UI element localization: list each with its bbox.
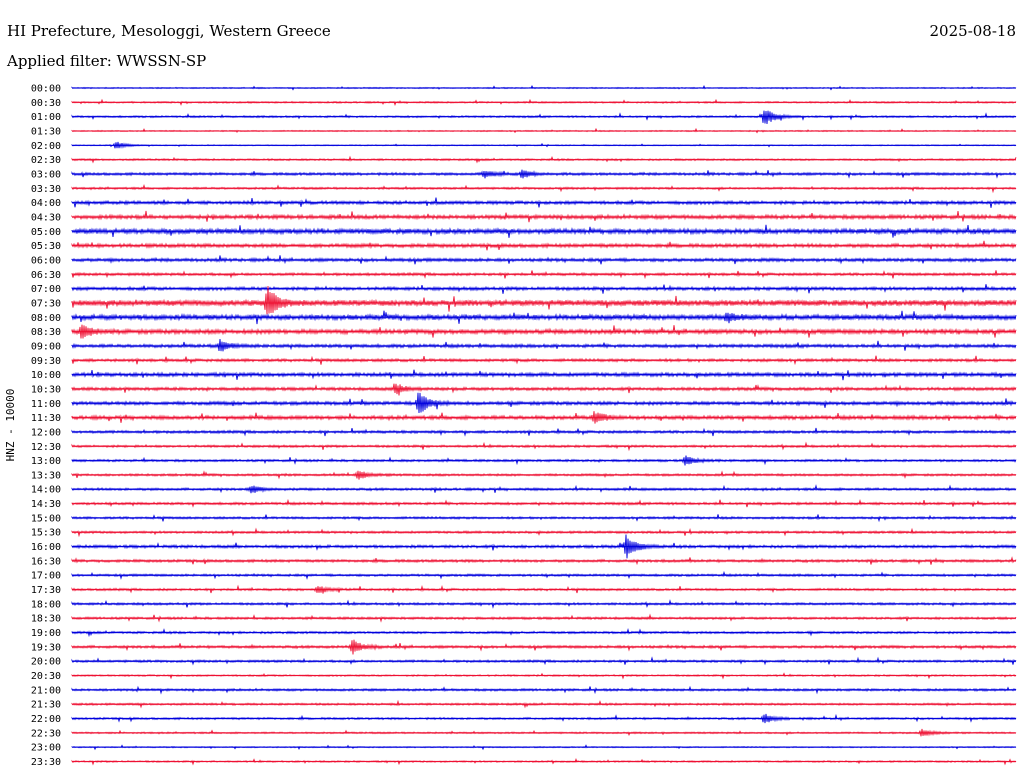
time-tick-label: 00:00 [31, 84, 61, 95]
time-tick-label: 08:30 [31, 327, 61, 338]
time-tick-label: 06:30 [31, 270, 61, 281]
time-tick-label: 19:00 [31, 628, 61, 639]
time-tick-label: 19:30 [31, 642, 61, 653]
trace-row-0100 [71, 110, 1017, 125]
time-tick-label: 15:00 [31, 513, 61, 524]
time-tick-label: 04:30 [31, 212, 61, 223]
time-tick-label: 16:00 [31, 542, 61, 553]
trace-row-0900 [71, 339, 1017, 352]
time-tick-label: 13:30 [31, 470, 61, 481]
time-tick-label: 12:00 [31, 427, 61, 438]
time-tick-label: 18:30 [31, 614, 61, 625]
time-tick-label: 02:30 [31, 155, 61, 166]
time-tick-label: 22:30 [31, 728, 61, 739]
time-tick-label: 16:30 [31, 556, 61, 567]
time-tick-label: 12:30 [31, 442, 61, 453]
time-tick-label: 03:00 [31, 169, 61, 180]
time-tick-label: 14:00 [31, 485, 61, 496]
channel-label: HNZ - 10000 [4, 389, 17, 462]
filter-label: Applied filter: WWSSN-SP [6, 52, 206, 70]
time-tick-label: 01:30 [31, 126, 61, 137]
time-tick-label: 06:00 [31, 255, 61, 266]
time-tick-label: 23:00 [31, 743, 61, 754]
time-tick-label: 20:00 [31, 657, 61, 668]
time-tick-label: 20:30 [31, 671, 61, 682]
time-tick-label: 17:00 [31, 571, 61, 582]
time-tick-label: 05:00 [31, 227, 61, 238]
time-tick-label: 21:00 [31, 685, 61, 696]
time-tick-label: 09:30 [31, 356, 61, 367]
time-tick-label: 18:00 [31, 599, 61, 610]
trace-row-1030 [71, 383, 1017, 396]
time-tick-label: 21:30 [31, 700, 61, 711]
time-tick-label: 01:00 [31, 112, 61, 123]
time-tick-label: 00:30 [31, 98, 61, 109]
trace-row-0730 [71, 285, 1017, 315]
time-tick-labels: 00:00 00:30 01:00 01:30 02:00 02:30 03:00 03:30… [31, 84, 61, 769]
time-tick-label: 08:00 [31, 313, 61, 324]
time-tick-label: 11:00 [31, 399, 61, 410]
time-tick-label: 23:30 [31, 757, 61, 768]
time-tick-label: 05:30 [31, 241, 61, 252]
date-label: 2025-08-18 [930, 22, 1016, 40]
time-tick-label: 15:30 [31, 528, 61, 539]
time-tick-label: 04:00 [31, 198, 61, 209]
station-title: HI Prefecture, Mesologgi, Western Greece [7, 22, 331, 40]
time-tick-label: 11:30 [31, 413, 61, 424]
time-tick-label: 22:00 [31, 714, 61, 725]
time-tick-label: 17:30 [31, 585, 61, 596]
time-tick-label: 09:00 [31, 341, 61, 352]
time-tick-label: 10:30 [31, 384, 61, 395]
time-tick-label: 14:30 [31, 499, 61, 510]
time-tick-label: 07:30 [31, 298, 61, 309]
time-tick-label: 03:30 [31, 184, 61, 195]
time-tick-label: 07:00 [31, 284, 61, 295]
seismogram-traces [71, 85, 1017, 766]
time-tick-label: 02:00 [31, 141, 61, 152]
time-tick-label: 10:00 [31, 370, 61, 381]
time-tick-label: 13:00 [31, 456, 61, 467]
